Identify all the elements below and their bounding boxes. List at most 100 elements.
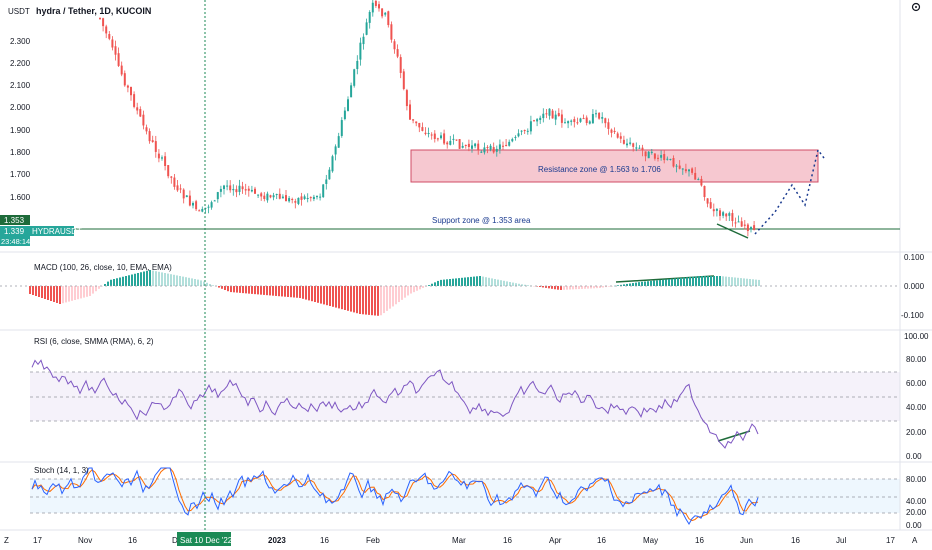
macd-bar xyxy=(470,276,472,286)
last-price-tag xyxy=(0,226,74,236)
rsi-label[interactable]: RSI (6, close, SMMA (RMA), 6, 2) xyxy=(34,337,154,346)
candle-body xyxy=(182,189,185,199)
macd-bar xyxy=(485,277,487,286)
candle-body xyxy=(746,224,749,231)
gear-icon-center xyxy=(915,6,917,8)
price-axis[interactable]: 2.300 2.200 2.100 2.000 1.900 1.800 1.70… xyxy=(10,37,31,202)
macd-bar xyxy=(323,286,325,305)
candle-body xyxy=(359,42,362,60)
candle-body xyxy=(613,130,616,133)
macd-bar xyxy=(686,277,688,286)
indicator-axis: 0.100 0.000 -0.100 100.00 80.00 60.00 40… xyxy=(901,253,929,530)
candle-body xyxy=(108,34,111,39)
macd-bar xyxy=(128,275,130,286)
macd-bar xyxy=(542,286,544,288)
candle-body xyxy=(567,121,570,124)
candle-body xyxy=(697,179,700,181)
time-axis[interactable]: 17 Nov 16 De 2023 16 Feb Mar 16 Apr 16 M… xyxy=(33,536,895,545)
candle-body xyxy=(117,53,120,66)
candle-body xyxy=(260,193,263,197)
candle-body xyxy=(427,133,430,135)
macd-bar xyxy=(569,286,571,290)
macd-bar xyxy=(665,279,667,286)
candle-body xyxy=(198,210,201,212)
macd-bar xyxy=(275,286,277,296)
macd-bar xyxy=(527,285,529,286)
candle-body xyxy=(269,195,272,198)
macd-bar xyxy=(392,286,394,307)
candle-body xyxy=(229,185,232,191)
candle-body xyxy=(340,120,343,136)
candle-body xyxy=(734,222,737,224)
candle-body xyxy=(362,36,365,45)
macd-bar xyxy=(668,279,670,286)
auto-scale-button[interactable]: A xyxy=(912,536,918,545)
candle-body xyxy=(328,169,331,180)
candle-body xyxy=(303,196,306,199)
macd-bar xyxy=(68,286,70,302)
rsi-tick: 80.00 xyxy=(906,355,927,364)
candle-body xyxy=(334,146,337,155)
zoom-button[interactable]: Z xyxy=(4,536,9,545)
macd-bar xyxy=(158,271,160,286)
macd-bar xyxy=(482,276,484,286)
candle-body xyxy=(207,206,210,208)
candle-body xyxy=(514,136,517,138)
macd-bar xyxy=(80,286,82,299)
macd-bar xyxy=(359,286,361,314)
rsi-tick: 20.00 xyxy=(906,428,927,437)
macd-bar xyxy=(107,281,109,286)
candle-body xyxy=(663,154,666,161)
macd-divergence-line[interactable] xyxy=(615,275,715,283)
macd-label[interactable]: MACD (100, 26, close, 10, EMA, EMA) xyxy=(34,263,172,272)
candle-body xyxy=(309,197,312,199)
macd-bar xyxy=(209,284,211,286)
macd-bar xyxy=(77,286,79,300)
candle-body xyxy=(619,136,622,139)
candle-body xyxy=(164,156,167,166)
candle-body xyxy=(343,110,346,120)
candle-body xyxy=(421,127,424,131)
macd-bar xyxy=(692,276,694,286)
macd-bar xyxy=(401,286,403,300)
macd-bar xyxy=(35,286,37,296)
candle-body xyxy=(120,65,123,75)
resistance-zone[interactable] xyxy=(410,149,819,183)
candle-body xyxy=(350,85,353,98)
macd-bar xyxy=(29,286,31,294)
candle-body xyxy=(545,113,548,115)
candle-body xyxy=(102,18,105,27)
symbol-title[interactable]: hydra / Tether, 1D, KUCOIN xyxy=(36,6,151,16)
gear-icon[interactable] xyxy=(911,2,921,12)
stoch-label[interactable]: Stoch (14, 1, 3) xyxy=(34,466,89,475)
macd-bar xyxy=(131,274,133,286)
price-divergence-line[interactable] xyxy=(716,223,749,239)
candle-body xyxy=(396,49,399,57)
macd-bar xyxy=(743,278,745,286)
macd-bar xyxy=(512,282,514,286)
candle-body xyxy=(154,141,157,152)
macd-bar xyxy=(203,281,205,286)
candle-body xyxy=(170,176,173,178)
candle-body xyxy=(126,85,129,88)
macd-bar xyxy=(314,286,316,302)
macd-bar xyxy=(143,271,145,286)
candle-body xyxy=(316,196,318,198)
candle-body xyxy=(409,104,411,120)
crosshair-date-tag xyxy=(177,532,231,546)
macd-bar xyxy=(479,276,481,286)
macd-bar xyxy=(287,286,289,297)
macd-bar xyxy=(497,279,499,286)
candle-body xyxy=(167,165,170,177)
macd-bar xyxy=(452,278,454,286)
settings-gear-icon[interactable] xyxy=(911,2,921,12)
rsi-divergence-line[interactable] xyxy=(717,430,751,442)
macd-bar xyxy=(263,286,265,295)
candle-body xyxy=(365,22,368,35)
macd-bar xyxy=(476,276,478,286)
macd-bar xyxy=(494,279,496,286)
candle-body xyxy=(551,110,554,119)
candle-body xyxy=(216,192,219,200)
macd-bar xyxy=(32,286,34,295)
